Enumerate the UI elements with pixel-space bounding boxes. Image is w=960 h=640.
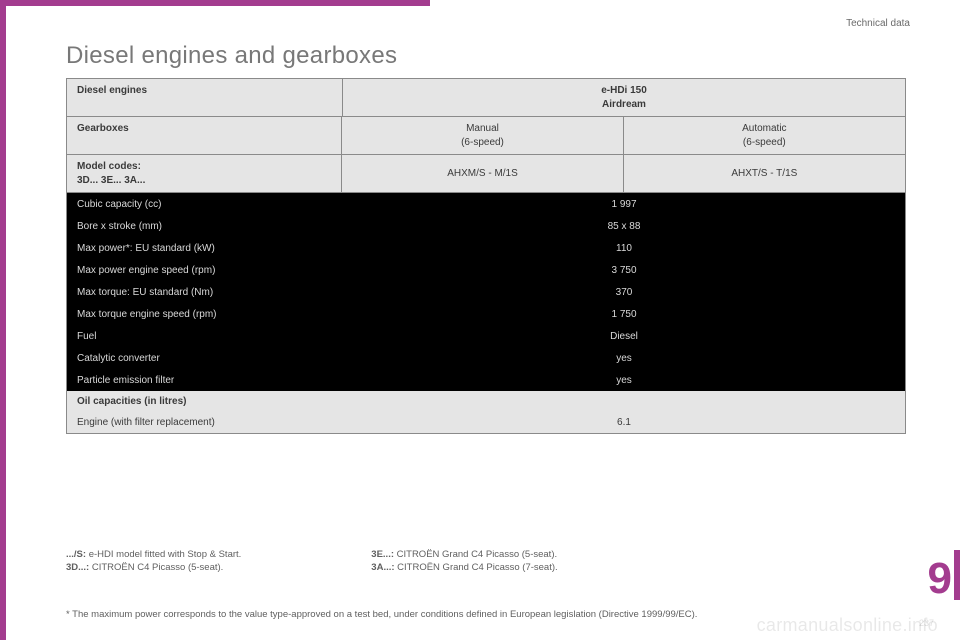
oil-capacities-label: Oil capacities (in litres) xyxy=(67,391,343,412)
spec-value: 1 997 xyxy=(343,193,905,215)
diesel-engines-label: Diesel engines xyxy=(67,79,343,116)
note-text: CITROËN Grand C4 Picasso (7-seat). xyxy=(395,562,558,573)
note-text: CITROËN C4 Picasso (5-seat). xyxy=(89,562,223,573)
spec-value: 85 x 88 xyxy=(343,215,905,237)
table-header-gearboxes: Gearboxes Manual (6-speed) Automatic (6-… xyxy=(67,117,905,155)
table-row: Bore x stroke (mm)85 x 88 xyxy=(67,215,905,237)
spec-label: Max torque engine speed (rpm) xyxy=(67,303,343,325)
spec-value: yes xyxy=(343,347,905,369)
spec-value: 370 xyxy=(343,281,905,303)
engine-oil-label: Engine (with filter replacement) xyxy=(67,412,343,433)
note-code: 3D...: xyxy=(66,562,89,573)
table-body: Cubic capacity (cc)1 997Bore x stroke (m… xyxy=(67,193,905,391)
table-header-engine: Diesel engines e-HDi 150 Airdream xyxy=(67,79,905,117)
spec-label: Fuel xyxy=(67,325,343,347)
top-accent-stripe xyxy=(0,0,430,6)
spec-label: Catalytic converter xyxy=(67,347,343,369)
chapter-stripe xyxy=(954,550,960,600)
note-line: 3E...: CITROËN Grand C4 Picasso (5-seat)… xyxy=(371,548,557,561)
model-codes-text: Model codes xyxy=(77,161,138,172)
engine-subtitle: Airdream xyxy=(353,98,895,112)
table-row: Catalytic converteryes xyxy=(67,347,905,369)
spec-value: 110 xyxy=(343,237,905,259)
spec-label: Cubic capacity (cc) xyxy=(67,193,343,215)
spec-value: 3 750 xyxy=(343,259,905,281)
note-line: 3A...: CITROËN Grand C4 Picasso (7-seat)… xyxy=(371,561,557,574)
gearboxes-label: Gearboxes xyxy=(67,117,342,154)
table-row: Cubic capacity (cc)1 997 xyxy=(67,193,905,215)
table-row: FuelDiesel xyxy=(67,325,905,347)
spec-label: Bore x stroke (mm) xyxy=(67,215,343,237)
gearbox-auto-label: Automatic xyxy=(742,123,786,134)
engine-oil-value: 6.1 xyxy=(343,412,905,433)
spec-label: Particle emission filter xyxy=(67,369,343,391)
note-text: CITROËN Grand C4 Picasso (5-seat). xyxy=(394,549,557,560)
footnote: * The maximum power corresponds to the v… xyxy=(66,609,697,620)
spec-value: yes xyxy=(343,369,905,391)
table-row: Max torque: EU standard (Nm)370 xyxy=(67,281,905,303)
engine-oil-row: Engine (with filter replacement) 6.1 xyxy=(67,412,905,433)
table-row: Max torque engine speed (rpm)1 750 xyxy=(67,303,905,325)
model-notes: .../S: e-HDI model fitted with Stop & St… xyxy=(66,548,558,575)
notes-left-col: .../S: e-HDI model fitted with Stop & St… xyxy=(66,548,241,575)
gearbox-manual: Manual (6-speed) xyxy=(342,117,623,154)
note-code: 3E...: xyxy=(371,549,394,560)
engine-title: e-HDi 150 xyxy=(601,85,647,96)
watermark: carmanualsonline.info xyxy=(757,615,938,636)
notes-right-col: 3E...: CITROËN Grand C4 Picasso (5-seat)… xyxy=(371,548,557,575)
note-code: 3A...: xyxy=(371,562,394,573)
note-line: 3D...: CITROËN C4 Picasso (5-seat). xyxy=(66,561,241,574)
gearbox-auto: Automatic (6-speed) xyxy=(624,117,905,154)
table-header-models: Model codes: 3D... 3E... 3A... AHXM/S - … xyxy=(67,155,905,193)
engine-name: e-HDi 150 Airdream xyxy=(343,79,905,116)
model-code-auto: AHXT/S - T/1S xyxy=(624,155,905,192)
spec-label: Max power engine speed (rpm) xyxy=(67,259,343,281)
gearbox-manual-label: Manual xyxy=(466,123,499,134)
model-codes-label: Model codes: 3D... 3E... 3A... xyxy=(67,155,342,192)
oil-capacities-value xyxy=(343,391,905,412)
table-row: Max power*: EU standard (kW)110 xyxy=(67,237,905,259)
note-code: .../S: xyxy=(66,549,86,560)
page-title: Diesel engines and gearboxes xyxy=(66,42,397,70)
spec-value: 1 750 xyxy=(343,303,905,325)
gearbox-manual-speed: (6-speed) xyxy=(352,136,612,150)
note-line: .../S: e-HDI model fitted with Stop & St… xyxy=(66,548,241,561)
spec-table: Diesel engines e-HDi 150 Airdream Gearbo… xyxy=(66,78,906,434)
spec-label: Max torque: EU standard (Nm) xyxy=(67,281,343,303)
spec-value: Diesel xyxy=(343,325,905,347)
spec-label: Max power*: EU standard (kW) xyxy=(67,237,343,259)
model-code-manual: AHXM/S - M/1S xyxy=(342,155,623,192)
oil-capacities-row: Oil capacities (in litres) xyxy=(67,391,905,412)
gearbox-auto-speed: (6-speed) xyxy=(634,136,895,150)
table-row: Max power engine speed (rpm)3 750 xyxy=(67,259,905,281)
left-accent-stripe xyxy=(0,0,6,640)
model-codes-sub: 3D... 3E... 3A... xyxy=(77,175,145,186)
note-text: e-HDI model fitted with Stop & Start. xyxy=(86,549,241,560)
section-label: Technical data xyxy=(846,18,910,29)
chapter-number: 9 xyxy=(928,554,952,604)
table-row: Particle emission filteryes xyxy=(67,369,905,391)
